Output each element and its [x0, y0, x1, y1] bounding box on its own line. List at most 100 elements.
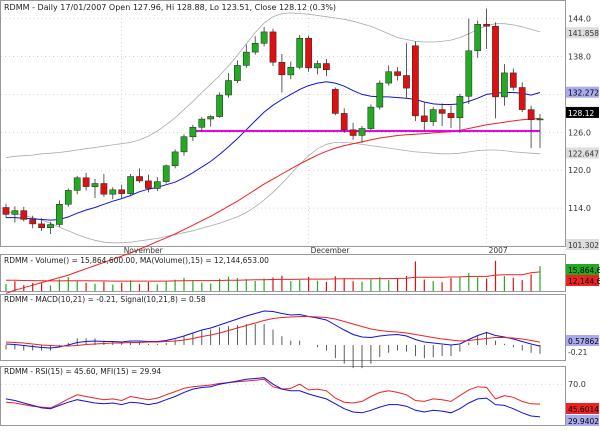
- candle-down: [29, 219, 37, 225]
- candle-down: [492, 25, 499, 98]
- candle-up: [296, 37, 304, 68]
- volume-ma-tag-bg: [566, 275, 599, 286]
- candle-down: [340, 113, 348, 131]
- price-tick-label: 144.0: [568, 15, 591, 24]
- candle-up: [162, 165, 170, 182]
- candle-up: [287, 67, 295, 76]
- candle-up: [180, 136, 188, 153]
- candle-up: [198, 118, 206, 128]
- candle-up: [225, 80, 232, 96]
- volume-ma-line: [5, 271, 541, 282]
- candle-up: [216, 94, 223, 117]
- candle-up: [234, 65, 241, 81]
- volume-bars: [5, 260, 541, 291]
- rsi-tick-label: 70.0: [568, 380, 586, 389]
- macd-header: RDMM - MACD(10,21) = -0.21, Signal(10,21…: [4, 295, 206, 304]
- candle-down: [403, 75, 410, 89]
- short-ma-tag-bg: [566, 86, 599, 98]
- rsi-panel-frame: [0, 366, 566, 426]
- rsi-header: RDMM - RSI(15) = 45.60, MFI(15) = 29.94: [4, 367, 161, 376]
- candle-down: [412, 45, 419, 117]
- candle-up: [189, 127, 197, 138]
- volume-ma-tag: 12,144,65: [568, 277, 600, 286]
- date-tick-label: December: [311, 246, 351, 255]
- candle-up: [73, 177, 81, 191]
- rsi-lines: [5, 377, 541, 418]
- candle-down: [305, 37, 312, 69]
- candlesticks: [2, 8, 544, 234]
- candle-up: [91, 183, 99, 187]
- volume-value-tag: 15,864,60: [568, 266, 600, 275]
- candle-up: [47, 224, 54, 228]
- price-tick-label: 114.0: [568, 204, 591, 213]
- volume-header: RDMM - Volume() = 15,864,600.00, MA(Volu…: [4, 256, 269, 265]
- candle-up: [367, 106, 375, 129]
- upper-band-tag: 141.858: [568, 29, 599, 38]
- mfi-value-tag: 29.9402: [568, 417, 599, 426]
- mfi-line: [5, 377, 541, 418]
- candle-down: [38, 223, 45, 228]
- candle-up: [127, 176, 134, 194]
- candle-up: [536, 118, 544, 121]
- candle-down: [349, 129, 357, 136]
- candle-down: [447, 113, 455, 119]
- candle-down: [527, 109, 535, 120]
- rsi-value-tag-bg: [566, 403, 599, 414]
- candle-up: [314, 63, 321, 69]
- candle-down: [20, 210, 28, 220]
- candle-up: [474, 24, 482, 52]
- value-tags: 141.858 132.272 128.12 122.647 101.302 15,864…: [566, 27, 600, 426]
- signal-value-tag: -0.21: [568, 348, 588, 357]
- rsi-value-tag: 45.6014: [568, 405, 599, 414]
- candle-down: [394, 71, 401, 76]
- candle-up: [501, 72, 508, 98]
- volume-value-tag-bg: [566, 264, 599, 275]
- date-tick-label: 2007: [489, 246, 508, 255]
- candle-up: [358, 128, 366, 136]
- signal-line: [5, 316, 541, 347]
- candle-down: [2, 207, 10, 215]
- candle-down: [518, 87, 526, 110]
- candle-up: [11, 210, 19, 215]
- upper-band-tag-bg: [566, 27, 599, 39]
- candle-up: [465, 50, 473, 97]
- price-tick-label: 138.0: [568, 53, 591, 62]
- signal-value-tag-bg: [566, 346, 599, 357]
- short-ma-line: [6, 81, 541, 221]
- macd-line: [5, 310, 541, 349]
- candle-up: [242, 51, 250, 66]
- candle-up: [56, 204, 63, 225]
- candle-down: [82, 177, 90, 187]
- candle-down: [100, 183, 108, 195]
- short-ma-tag: 132.272: [568, 89, 599, 98]
- bottom-price-tag-bg: [566, 239, 599, 250]
- macd-value-tag: 0.578621: [568, 337, 600, 346]
- candle-up: [385, 71, 393, 84]
- candle-up: [456, 96, 464, 119]
- candle-up: [376, 82, 384, 108]
- close-price-tag-bg: [566, 106, 599, 118]
- candle-up: [64, 190, 72, 205]
- mfi-value-tag-bg: [566, 415, 599, 426]
- candle-down: [323, 63, 330, 71]
- macd-panel-frame: [0, 294, 566, 361]
- candle-down: [118, 189, 126, 194]
- close-price-tag: 128.12: [568, 109, 594, 118]
- candle-up: [153, 181, 161, 189]
- rsi-line: [5, 378, 541, 409]
- candle-up: [109, 189, 117, 195]
- candle-down: [331, 89, 339, 114]
- price-header: RDMM - Daily 17/01/2007 Open 127.96, Hi …: [4, 3, 336, 12]
- lower-band-line: [5, 141, 541, 244]
- bollinger-bands: [5, 12, 541, 244]
- candle-down: [136, 176, 143, 182]
- candle-down: [420, 115, 428, 122]
- candle-down: [483, 24, 490, 27]
- candle-down: [145, 180, 152, 189]
- date-tick-label: November: [124, 246, 164, 255]
- macd-lines: [5, 310, 541, 369]
- candle-down: [278, 61, 286, 76]
- candle-up: [207, 116, 215, 120]
